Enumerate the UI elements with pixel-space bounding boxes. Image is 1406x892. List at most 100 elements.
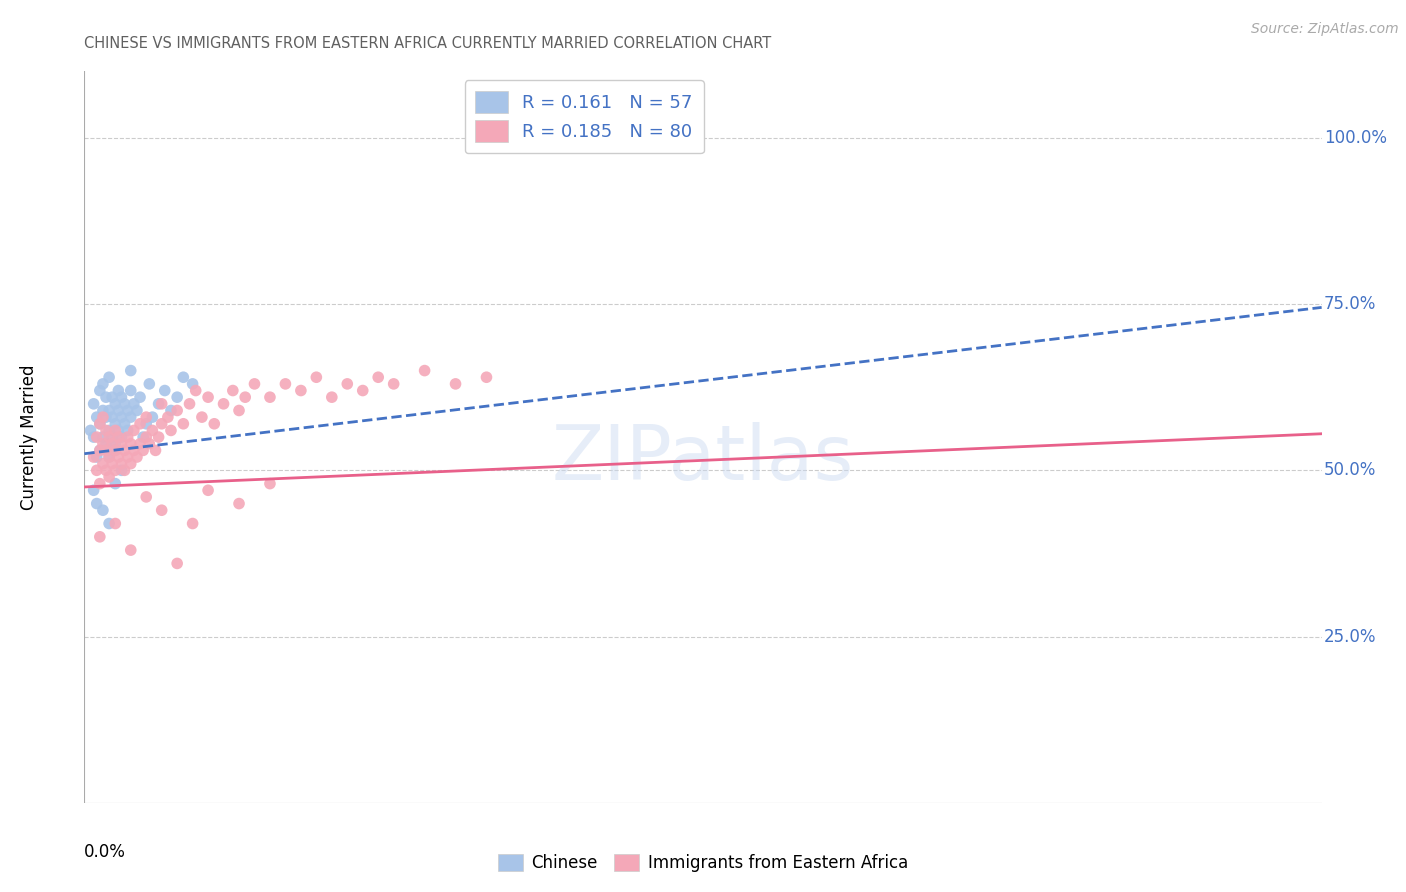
Point xyxy=(98,450,121,464)
Point xyxy=(101,457,124,471)
Point xyxy=(94,424,117,438)
Point xyxy=(83,397,105,411)
Point xyxy=(222,384,245,398)
Point xyxy=(94,436,117,450)
Point xyxy=(86,497,108,511)
Point xyxy=(114,463,136,477)
Point xyxy=(98,516,121,531)
Point xyxy=(259,390,281,404)
Point xyxy=(321,390,343,404)
Point xyxy=(117,430,139,444)
Point xyxy=(120,543,142,558)
Point xyxy=(148,397,170,411)
Point xyxy=(107,450,129,464)
Point xyxy=(114,443,136,458)
Point xyxy=(172,417,194,431)
Point xyxy=(86,430,108,444)
Point xyxy=(191,410,214,425)
Point xyxy=(129,390,152,404)
Point xyxy=(89,417,111,431)
Point xyxy=(475,370,498,384)
Point xyxy=(382,376,405,391)
Point xyxy=(305,370,328,384)
Point xyxy=(91,457,114,471)
Point xyxy=(117,424,139,438)
Point xyxy=(83,450,105,464)
Point xyxy=(110,410,132,425)
Point xyxy=(135,410,157,425)
Point xyxy=(104,397,127,411)
Point xyxy=(94,443,117,458)
Point xyxy=(98,470,121,484)
Text: Source: ZipAtlas.com: Source: ZipAtlas.com xyxy=(1251,22,1399,37)
Point xyxy=(145,443,167,458)
Point xyxy=(125,403,148,417)
Point xyxy=(197,483,219,498)
Point xyxy=(110,436,132,450)
Point xyxy=(86,463,108,477)
Point xyxy=(120,436,142,450)
Point xyxy=(91,403,114,417)
Text: Currently Married: Currently Married xyxy=(20,364,38,510)
Point xyxy=(91,410,114,425)
Point xyxy=(156,410,179,425)
Point xyxy=(148,430,170,444)
Point xyxy=(120,384,142,398)
Point xyxy=(259,476,281,491)
Point xyxy=(150,503,173,517)
Point xyxy=(86,450,108,464)
Point xyxy=(132,430,155,444)
Legend: Chinese, Immigrants from Eastern Africa: Chinese, Immigrants from Eastern Africa xyxy=(491,847,915,879)
Point xyxy=(110,463,132,477)
Text: ZIPatlas: ZIPatlas xyxy=(551,422,855,496)
Point xyxy=(122,397,145,411)
Point xyxy=(98,370,121,384)
Point xyxy=(413,363,436,377)
Point xyxy=(166,403,188,417)
Point xyxy=(181,516,204,531)
Point xyxy=(104,436,127,450)
Point xyxy=(181,376,204,391)
Point xyxy=(135,417,157,431)
Point xyxy=(153,384,176,398)
Point xyxy=(89,417,111,431)
Point xyxy=(79,424,101,438)
Point xyxy=(104,443,127,458)
Point xyxy=(110,430,132,444)
Point xyxy=(89,384,111,398)
Point xyxy=(104,463,127,477)
Point xyxy=(120,410,142,425)
Point xyxy=(91,376,114,391)
Point xyxy=(197,390,219,404)
Point xyxy=(132,443,155,458)
Text: 50.0%: 50.0% xyxy=(1324,461,1376,479)
Point xyxy=(444,376,467,391)
Point xyxy=(104,476,127,491)
Text: 75.0%: 75.0% xyxy=(1324,295,1376,313)
Point xyxy=(94,463,117,477)
Point xyxy=(107,403,129,417)
Point xyxy=(98,430,121,444)
Point xyxy=(166,557,188,571)
Point xyxy=(138,436,160,450)
Point xyxy=(91,436,114,450)
Point xyxy=(367,370,389,384)
Text: 0.0%: 0.0% xyxy=(84,843,127,861)
Point xyxy=(352,384,374,398)
Point xyxy=(135,430,157,444)
Point xyxy=(184,384,207,398)
Point xyxy=(274,376,297,391)
Point xyxy=(179,397,201,411)
Point xyxy=(94,390,117,404)
Point xyxy=(141,424,163,438)
Point xyxy=(129,417,152,431)
Point xyxy=(117,403,139,417)
Point xyxy=(125,450,148,464)
Point xyxy=(150,417,173,431)
Point xyxy=(89,476,111,491)
Point xyxy=(138,376,160,391)
Point xyxy=(228,403,250,417)
Point xyxy=(114,417,136,431)
Point xyxy=(160,424,183,438)
Point xyxy=(104,417,127,431)
